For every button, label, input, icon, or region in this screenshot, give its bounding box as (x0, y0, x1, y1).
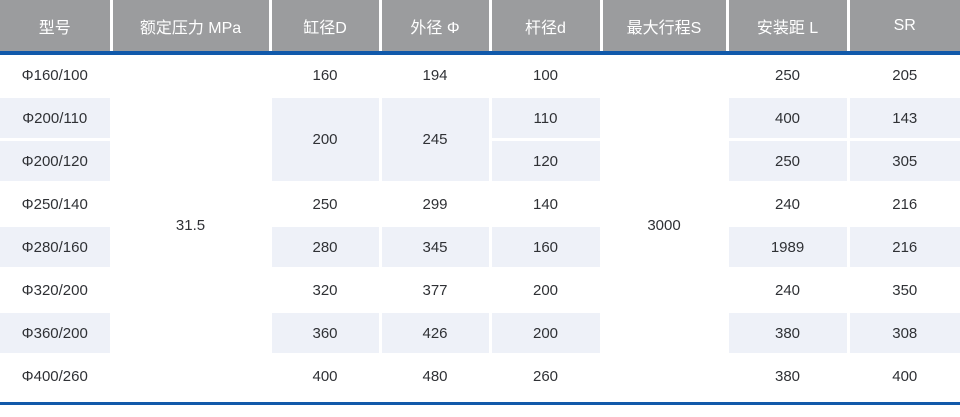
cell-pressure: 31.5 (111, 53, 272, 399)
table-row: Φ200/120 120 250 305 (0, 139, 960, 184)
table-row: Φ360/200 360 426 200 380 308 (0, 311, 960, 356)
cell-mount: 380 (727, 311, 850, 356)
cell-outer: 299 (380, 182, 492, 227)
cell-sr: 216 (848, 182, 960, 227)
col-header-rod: 杆径d (490, 0, 603, 55)
cell-outer: 480 (380, 354, 492, 399)
cell-sr: 400 (848, 354, 960, 399)
col-header-mount: 安装距 L (727, 0, 850, 55)
cell-cylinder: 280 (270, 225, 382, 270)
cell-rod: 160 (490, 225, 603, 270)
table-row: Φ250/140 250 299 140 240 216 (0, 182, 960, 227)
col-header-cylinder: 缸径D (270, 0, 382, 55)
table-row: Φ400/260 400 480 260 380 400 (0, 354, 960, 399)
cell-cylinder: 400 (270, 354, 382, 399)
table-row: Φ320/200 320 377 200 240 350 (0, 268, 960, 313)
cell-rod: 100 (490, 53, 603, 98)
cell-model: Φ250/140 (0, 182, 113, 227)
cell-stroke: 3000 (601, 53, 729, 399)
cell-mount: 240 (727, 268, 850, 313)
cell-sr: 216 (848, 225, 960, 270)
cell-rod: 200 (490, 311, 603, 356)
cell-mount: 400 (727, 96, 850, 141)
col-header-pressure: 额定压力 MPa (111, 0, 272, 55)
col-header-stroke: 最大行程S (601, 0, 729, 55)
cell-rod: 200 (490, 268, 603, 313)
cell-rod: 110 (490, 96, 603, 141)
cell-model: Φ200/110 (0, 96, 113, 141)
cell-outer: 377 (380, 268, 492, 313)
header-row: 型号 额定压力 MPa 缸径D 外径 Φ 杆径d 最大行程S 安装距 L SR (0, 0, 960, 55)
cell-model: Φ360/200 (0, 311, 113, 356)
cell-model: Φ160/100 (0, 53, 113, 98)
table-row: Φ200/110 200 245 110 400 143 (0, 96, 960, 184)
cell-model: Φ400/260 (0, 354, 113, 399)
cell-rod: 120 (490, 139, 603, 184)
cell-mount: 250 (727, 139, 850, 184)
col-header-sr: SR (848, 0, 960, 55)
cell-mount: 380 (727, 354, 850, 399)
cell-rod: 260 (490, 354, 603, 399)
table-row: Φ280/160 280 345 160 1989 216 (0, 225, 960, 270)
cell-cylinder: 200 (270, 96, 382, 184)
cell-rod: 140 (490, 182, 603, 227)
cell-outer: 194 (380, 53, 492, 98)
cell-sr: 205 (848, 53, 960, 98)
cell-cylinder: 360 (270, 311, 382, 356)
cell-cylinder: 160 (270, 53, 382, 98)
cell-outer: 426 (380, 311, 492, 356)
cell-model: Φ320/200 (0, 268, 113, 313)
cell-mount: 250 (727, 53, 850, 98)
cell-cylinder: 320 (270, 268, 382, 313)
col-header-outer: 外径 Φ (380, 0, 492, 55)
cell-sr: 305 (848, 139, 960, 184)
cell-cylinder: 250 (270, 182, 382, 227)
table-row: Φ160/100 31.5 160 194 100 3000 250 205 (0, 53, 960, 399)
cell-model: Φ200/120 (0, 139, 113, 184)
cell-mount: 240 (727, 182, 850, 227)
cell-outer: 245 (380, 96, 492, 184)
cell-sr: 350 (848, 268, 960, 313)
table-header: 型号 额定压力 MPa 缸径D 外径 Φ 杆径d 最大行程S 安装距 L SR (0, 0, 960, 55)
bottom-divider (0, 402, 960, 405)
cell-sr: 143 (848, 96, 960, 141)
cell-mount: 1989 (727, 225, 850, 270)
table-body: Φ160/100 31.5 160 194 100 3000 250 205 Φ… (0, 53, 960, 399)
cell-sr: 308 (848, 311, 960, 356)
cylinder-spec-table: 型号 额定压力 MPa 缸径D 外径 Φ 杆径d 最大行程S 安装距 L SR … (0, 0, 960, 399)
cell-outer: 345 (380, 225, 492, 270)
col-header-model: 型号 (0, 0, 113, 55)
cell-model: Φ280/160 (0, 225, 113, 270)
